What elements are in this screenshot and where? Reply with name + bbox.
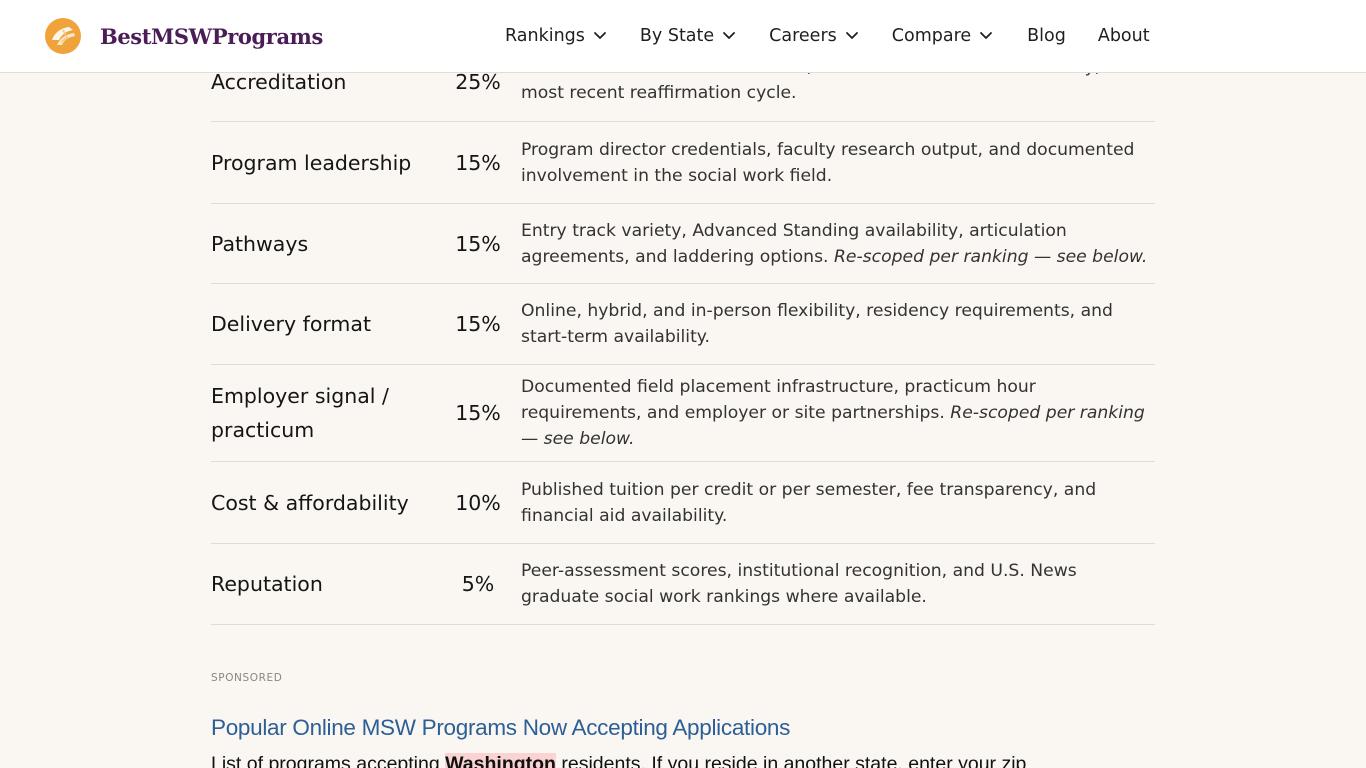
- nav-item-careers[interactable]: Careers: [769, 26, 859, 46]
- table-row: Cost & affordability 10% Published tuiti…: [211, 462, 1155, 544]
- table-row: Pathways 15% Entry track variety, Advanc…: [211, 204, 1155, 284]
- logo-text: BestMSWPrograms: [100, 23, 323, 49]
- description-text: Program director credentials, faculty re…: [521, 139, 1135, 186]
- sponsored-body-suffix: residents. If you reside in another stat…: [555, 753, 1027, 768]
- state-highlight: Washington: [445, 753, 556, 768]
- description-cell: Program director credentials, faculty re…: [520, 137, 1155, 189]
- description-cell: Peer-assessment scores, institutional re…: [520, 558, 1155, 610]
- logo-link[interactable]: BestMSWPrograms: [45, 17, 323, 55]
- nav-item-compare[interactable]: Compare: [892, 26, 993, 46]
- description-cell: Documented field placement infrastructur…: [520, 374, 1155, 452]
- description-cell: Entry track variety, Advanced Standing a…: [520, 218, 1155, 270]
- description-cell: Online, hybrid, and in-person flexibilit…: [520, 298, 1155, 350]
- description-note: Re-scoped per ranking — see below.: [833, 246, 1148, 267]
- factor-cell: Cost & affordability: [211, 490, 409, 515]
- nav-item-label: About: [1097, 26, 1150, 46]
- description-note: Re-scoped per ranking — see below.: [521, 403, 1145, 449]
- logo-mark-icon: [45, 18, 81, 54]
- chevron-down-icon: [980, 32, 993, 39]
- weight-cell: 15%: [455, 401, 501, 425]
- chevron-down-icon: [723, 32, 736, 39]
- nav-item-about[interactable]: About: [1098, 26, 1150, 46]
- nav-item-label: By State: [639, 26, 715, 46]
- factor-cell: Accreditation: [211, 69, 347, 94]
- sponsored-body-prefix: List of programs accepting: [211, 753, 446, 768]
- sponsored-label: SPONSORED: [211, 672, 283, 684]
- factor-cell: Reputation: [211, 572, 323, 596]
- site-header: BestMSWPrograms Rankings By State Career…: [0, 0, 1366, 73]
- factor-cell: Pathways: [211, 231, 309, 256]
- table-row: Employer signal / practicum 15% Document…: [211, 365, 1155, 462]
- factor-cell: Delivery format: [211, 312, 372, 336]
- description-text: Published tuition per credit or per seme…: [521, 479, 1097, 526]
- weight-cell: 15%: [455, 312, 501, 336]
- nav-item-label: Careers: [769, 26, 837, 46]
- chevron-down-icon: [594, 32, 606, 39]
- table-row: Program leadership 15% Program director …: [211, 122, 1155, 204]
- description-text: Peer-assessment scores, institutional re…: [521, 561, 1077, 607]
- description-text: Online, hybrid, and in-person flexibilit…: [521, 301, 1113, 347]
- main-nav: Rankings By State Careers Compare Blog A…: [505, 0, 1150, 72]
- weight-cell: 25%: [455, 69, 501, 94]
- weight-cell: 15%: [455, 231, 501, 256]
- description-cell: Published tuition per credit or per seme…: [520, 477, 1155, 529]
- weight-cell: 15%: [455, 150, 501, 175]
- nav-item-by-state[interactable]: By State: [640, 26, 736, 46]
- weight-cell: 10%: [455, 490, 501, 515]
- sponsored-title-link[interactable]: Popular Online MSW Programs Now Acceptin…: [211, 715, 791, 740]
- weight-cell: 5%: [461, 572, 495, 596]
- sponsored-body: List of programs accepting Washington re…: [211, 753, 1026, 768]
- table-row: Delivery format 15% Online, hybrid, and …: [211, 284, 1155, 365]
- nav-item-label: Blog: [1027, 26, 1066, 46]
- factor-cell: Program leadership: [211, 150, 412, 175]
- factor-cell: Employer signal / practicum: [211, 384, 389, 442]
- nav-item-rankings[interactable]: Rankings: [505, 26, 607, 46]
- description-text: Entry track variety, Advanced Standing a…: [521, 220, 1067, 267]
- nav-item-label: Rankings: [505, 26, 585, 46]
- description-text: Documented field placement infrastructur…: [521, 377, 1036, 423]
- table-row: Reputation 5% Peer-assessment scores, in…: [211, 544, 1155, 625]
- chevron-down-icon: [845, 32, 858, 39]
- nav-item-label: Compare: [891, 26, 972, 46]
- nav-item-blog[interactable]: Blog: [1027, 26, 1066, 46]
